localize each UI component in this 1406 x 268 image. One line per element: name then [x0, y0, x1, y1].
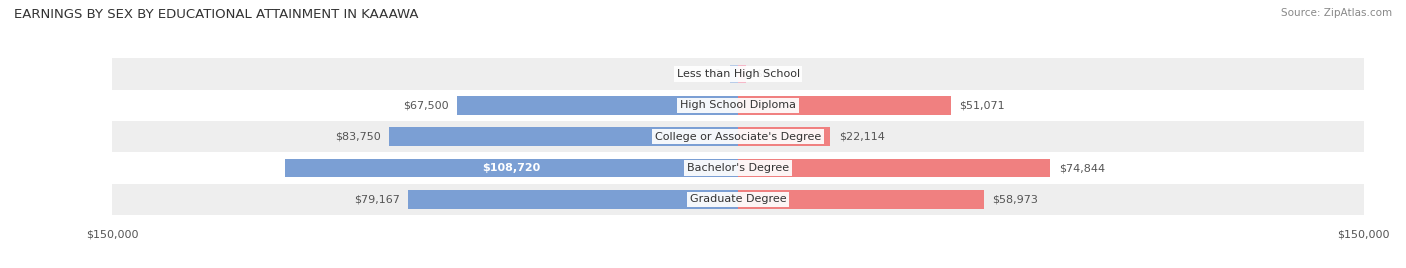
Bar	[284, 159, 738, 177]
Text: $79,167: $79,167	[354, 194, 399, 204]
Bar	[112, 184, 1364, 215]
Text: $58,973: $58,973	[993, 194, 1039, 204]
Text: High School Diploma: High School Diploma	[681, 100, 796, 110]
Bar	[112, 90, 1364, 121]
Bar	[112, 58, 1364, 90]
Bar	[738, 96, 952, 115]
Bar	[738, 127, 831, 146]
Text: $108,720: $108,720	[482, 163, 540, 173]
Bar	[738, 190, 984, 209]
Bar	[112, 121, 1364, 152]
Bar	[457, 96, 738, 115]
Bar	[738, 159, 1050, 177]
Text: College or Associate's Degree: College or Associate's Degree	[655, 132, 821, 142]
Text: Source: ZipAtlas.com: Source: ZipAtlas.com	[1281, 8, 1392, 18]
Bar	[408, 190, 738, 209]
Text: $0: $0	[755, 69, 769, 79]
Bar	[112, 152, 1364, 184]
Text: $67,500: $67,500	[402, 100, 449, 110]
Text: Bachelor's Degree: Bachelor's Degree	[688, 163, 789, 173]
Text: $22,114: $22,114	[839, 132, 884, 142]
Text: $74,844: $74,844	[1059, 163, 1105, 173]
Text: EARNINGS BY SEX BY EDUCATIONAL ATTAINMENT IN KAAAWA: EARNINGS BY SEX BY EDUCATIONAL ATTAINMEN…	[14, 8, 419, 21]
Text: Graduate Degree: Graduate Degree	[690, 194, 786, 204]
Text: Less than High School: Less than High School	[676, 69, 800, 79]
Bar	[389, 127, 738, 146]
Text: $83,750: $83,750	[335, 132, 381, 142]
Text: $0: $0	[707, 69, 721, 79]
Bar	[738, 65, 747, 83]
Text: $51,071: $51,071	[959, 100, 1005, 110]
Bar	[730, 65, 738, 83]
